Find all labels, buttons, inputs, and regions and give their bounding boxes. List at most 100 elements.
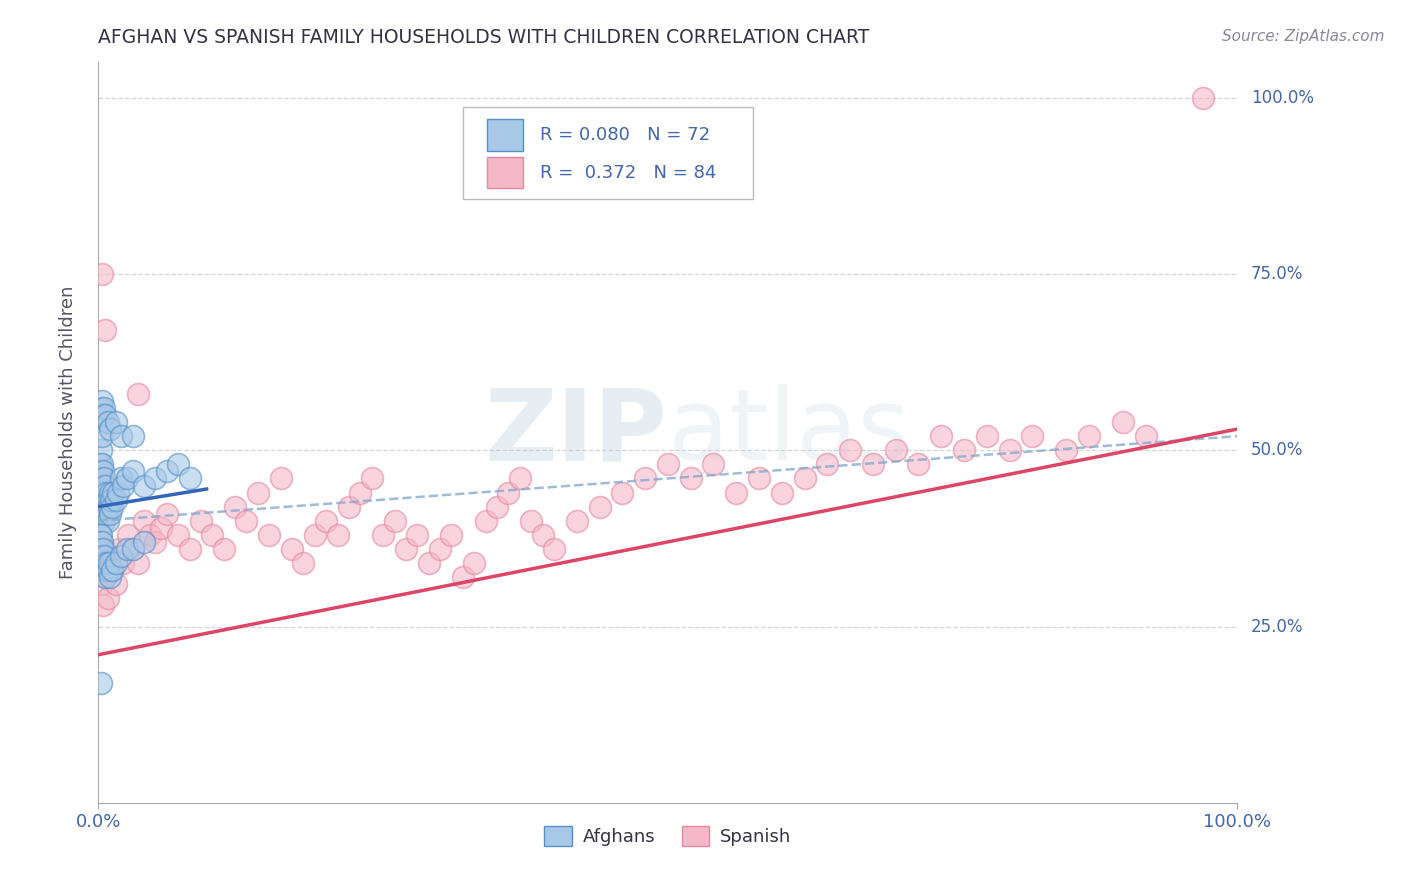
Text: AFGHAN VS SPANISH FAMILY HOUSEHOLDS WITH CHILDREN CORRELATION CHART: AFGHAN VS SPANISH FAMILY HOUSEHOLDS WITH… — [98, 28, 870, 47]
Point — [93, 492, 115, 507]
Text: 75.0%: 75.0% — [1251, 265, 1303, 283]
Text: R =  0.372   N = 84: R = 0.372 N = 84 — [540, 164, 717, 182]
Point — [588, 500, 610, 514]
Point — [98, 485, 121, 500]
Text: atlas: atlas — [668, 384, 910, 481]
Point — [429, 541, 451, 556]
Point — [98, 507, 121, 521]
Point — [884, 443, 907, 458]
Point — [90, 577, 112, 591]
Point — [96, 556, 118, 570]
Point — [1192, 91, 1215, 105]
Point — [304, 528, 326, 542]
Legend: Afghans, Spanish: Afghans, Spanish — [537, 819, 799, 853]
Point — [862, 458, 884, 472]
Point — [531, 528, 554, 542]
Point — [104, 556, 127, 570]
Point — [998, 443, 1021, 458]
Point — [474, 514, 496, 528]
Point — [384, 514, 406, 528]
Point — [259, 528, 281, 542]
Point — [91, 507, 114, 521]
Point — [94, 570, 117, 584]
Point — [89, 471, 111, 485]
Point — [91, 541, 114, 556]
Y-axis label: Family Households with Children: Family Households with Children — [59, 286, 77, 579]
Point — [418, 556, 440, 570]
Point — [179, 471, 201, 485]
Point — [94, 478, 117, 492]
Point — [815, 458, 838, 472]
Point — [94, 556, 117, 570]
Point — [498, 485, 520, 500]
Point — [91, 599, 114, 613]
Point — [90, 541, 112, 556]
Point — [90, 458, 112, 472]
Bar — [486, 120, 523, 151]
Point — [679, 471, 702, 485]
Point — [127, 387, 149, 401]
Point — [270, 471, 292, 485]
Point — [543, 541, 565, 556]
Point — [406, 528, 429, 542]
Point — [117, 528, 139, 542]
Point — [96, 563, 118, 577]
Point — [94, 500, 117, 514]
Point — [451, 570, 474, 584]
Point — [90, 478, 112, 492]
Bar — [486, 157, 523, 188]
Point — [90, 464, 112, 478]
Point — [100, 492, 122, 507]
Point — [702, 458, 724, 472]
Point — [634, 471, 657, 485]
Point — [657, 458, 679, 472]
Point — [1078, 429, 1101, 443]
Point — [98, 549, 121, 563]
Text: ZIP: ZIP — [485, 384, 668, 481]
Point — [89, 458, 111, 472]
Point — [90, 535, 112, 549]
Point — [90, 401, 112, 415]
Point — [96, 514, 118, 528]
Point — [167, 528, 190, 542]
Point — [1021, 429, 1043, 443]
Point — [90, 549, 112, 563]
Point — [520, 514, 543, 528]
Point — [91, 556, 114, 570]
Point — [349, 485, 371, 500]
Point — [89, 485, 111, 500]
Point — [115, 541, 138, 556]
Point — [132, 478, 155, 492]
Point — [96, 591, 118, 606]
Point — [565, 514, 588, 528]
Point — [107, 485, 129, 500]
Point — [94, 323, 117, 337]
Point — [89, 528, 111, 542]
Point — [121, 429, 143, 443]
Point — [97, 556, 120, 570]
Point — [110, 471, 132, 485]
Point — [976, 429, 998, 443]
Point — [91, 485, 114, 500]
Text: Source: ZipAtlas.com: Source: ZipAtlas.com — [1222, 29, 1385, 44]
Point — [90, 528, 112, 542]
Point — [90, 500, 112, 514]
Point — [96, 485, 118, 500]
Point — [90, 563, 112, 577]
Point — [90, 429, 112, 443]
Point — [150, 521, 173, 535]
Point — [395, 541, 418, 556]
Point — [725, 485, 748, 500]
Point — [138, 528, 160, 542]
Point — [326, 528, 349, 542]
Point — [337, 500, 360, 514]
Text: 50.0%: 50.0% — [1251, 442, 1303, 459]
Point — [91, 408, 114, 422]
Point — [371, 528, 394, 542]
Point — [97, 500, 120, 514]
Point — [953, 443, 976, 458]
Point — [145, 471, 167, 485]
Text: 25.0%: 25.0% — [1251, 617, 1303, 635]
Point — [93, 401, 115, 415]
Point — [132, 514, 155, 528]
